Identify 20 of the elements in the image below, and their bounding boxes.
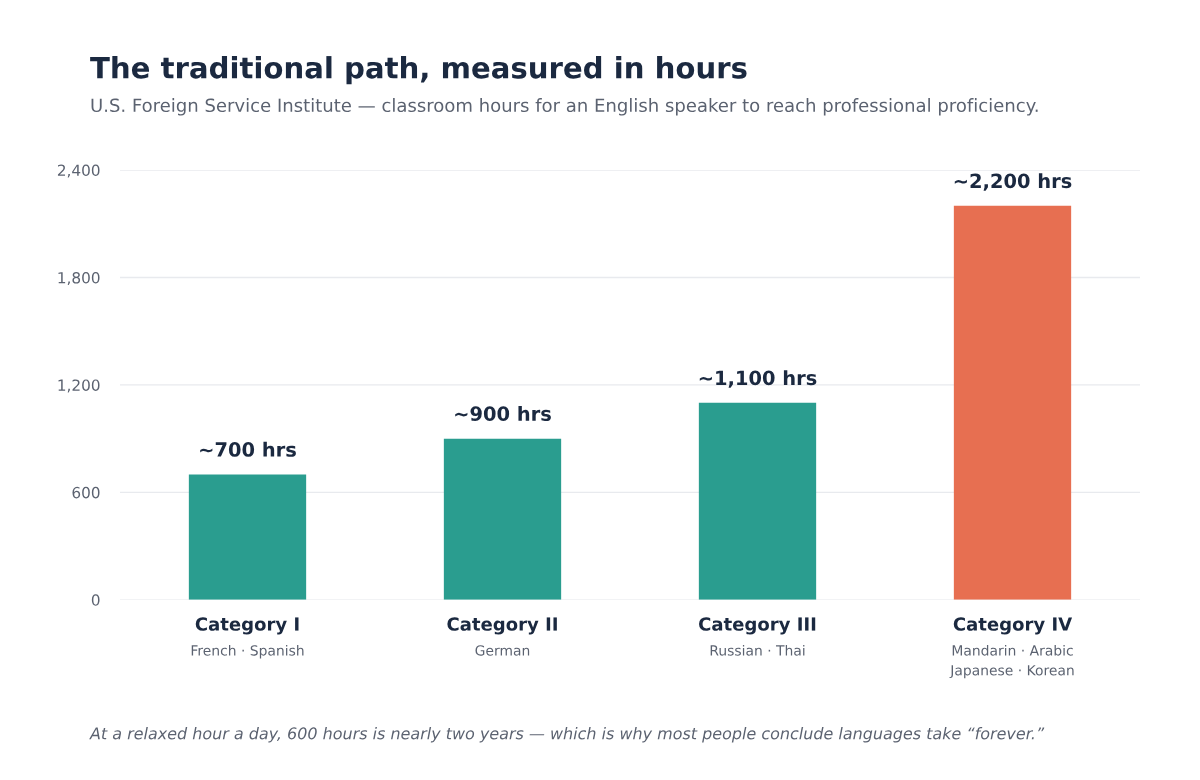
x-tick-label: Category III Russian · Thai — [699, 617, 816, 656]
bar — [188, 474, 307, 600]
chart-subtitle: U.S. Foreign Service Institute — classroom hours for an English speaker to reach professional proficiency. — [91, 98, 1038, 116]
bar — [443, 438, 562, 600]
y-tick-label: 0 — [91, 594, 100, 606]
y-tick-label: 1,800 — [58, 271, 100, 286]
x-tick-label: Category IV Mandarin · Arabic Japanese · Korean — [949, 617, 1074, 679]
text: At a relaxed hour a day, 600 hours is nearly two years — which is why most people conclude languages take “forever.” — [89, 727, 1045, 743]
data-label: ~900 hrs — [455, 405, 551, 421]
x-tick-label: Category I French · Spanish — [191, 617, 304, 659]
bar — [698, 402, 817, 600]
y-tick-label: 600 — [72, 486, 100, 499]
chart-title: The traditional path, measured in hours — [90, 56, 747, 85]
data-label: ~2,200 hrs — [954, 173, 1072, 191]
data-label: ~700 hrs — [200, 441, 296, 457]
y-tick-label: 1,200 — [58, 379, 100, 393]
data-label: ~1,100 hrs — [699, 370, 817, 388]
bar — [953, 205, 1072, 600]
x-tick-label: Category II German — [447, 617, 557, 656]
y-tick-label: 2,400 — [57, 164, 100, 178]
